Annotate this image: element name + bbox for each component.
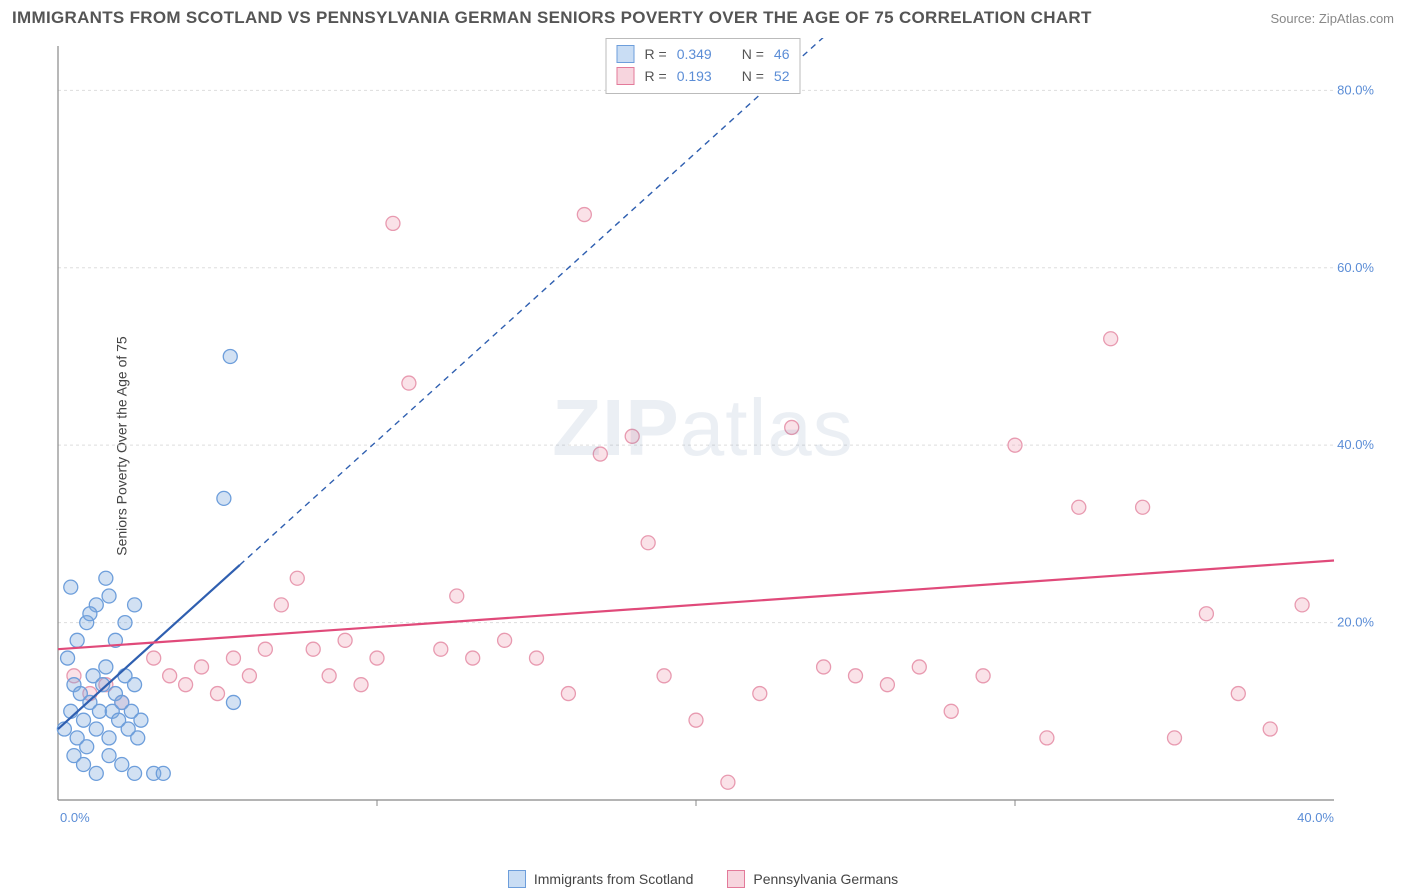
swatch-series1-icon	[508, 870, 526, 888]
svg-text:80.0%: 80.0%	[1337, 82, 1374, 97]
swatch-series2-icon	[727, 870, 745, 888]
legend-label: Pennsylvania Germans	[753, 871, 898, 887]
legend-label: Immigrants from Scotland	[534, 871, 694, 887]
stats-legend-box: R = 0.349 N = 46 R = 0.193 N = 52	[606, 38, 801, 94]
legend-item-series2: Pennsylvania Germans	[727, 870, 898, 888]
stat-n-value: 52	[774, 68, 790, 84]
stat-r-value: 0.193	[677, 68, 712, 84]
svg-text:40.0%: 40.0%	[1337, 437, 1374, 452]
svg-text:60.0%: 60.0%	[1337, 260, 1374, 275]
source-label: Source: ZipAtlas.com	[1270, 11, 1394, 26]
stat-r-label: R =	[645, 68, 667, 84]
swatch-series1-icon	[617, 45, 635, 63]
stat-r-label: R =	[645, 46, 667, 62]
chart-svg: 20.0% 40.0% 60.0% 80.0% 0.0% 40.0%	[50, 38, 1394, 836]
stat-n-value: 46	[774, 46, 790, 62]
chart-title: IMMIGRANTS FROM SCOTLAND VS PENNSYLVANIA…	[12, 8, 1092, 28]
stats-row-series1: R = 0.349 N = 46	[617, 43, 790, 65]
svg-text:40.0%: 40.0%	[1297, 810, 1334, 825]
stats-row-series2: R = 0.193 N = 52	[617, 65, 790, 87]
plot-area: 20.0% 40.0% 60.0% 80.0% 0.0% 40.0%	[50, 38, 1394, 836]
swatch-series2-icon	[617, 67, 635, 85]
svg-text:0.0%: 0.0%	[60, 810, 90, 825]
legend-bottom: Immigrants from Scotland Pennsylvania Ge…	[0, 870, 1406, 888]
svg-text:20.0%: 20.0%	[1337, 615, 1374, 630]
stat-n-label: N =	[742, 68, 764, 84]
legend-item-series1: Immigrants from Scotland	[508, 870, 694, 888]
stat-n-label: N =	[742, 46, 764, 62]
stat-r-value: 0.349	[677, 46, 712, 62]
